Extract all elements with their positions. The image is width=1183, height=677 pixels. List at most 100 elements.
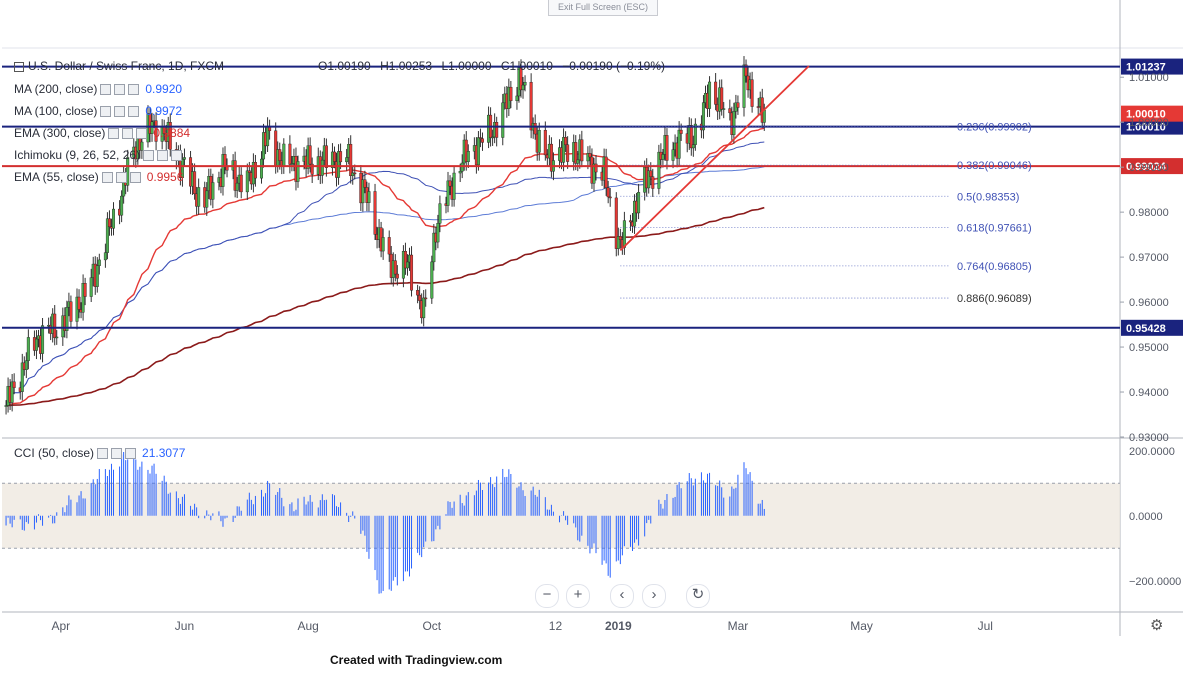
candle (436, 214, 440, 249)
candle-body (41, 325, 45, 354)
eye-icon[interactable] (143, 150, 155, 162)
settings-icon[interactable] (114, 106, 126, 118)
cci-tick-label: 200.0000 (1129, 446, 1175, 458)
indicator-legend-ema55[interactable]: EMA (55, close) 0.9956 (14, 170, 183, 184)
cci-legend[interactable]: CCI (50, close) 21.3077 (14, 446, 185, 460)
candle (349, 135, 353, 184)
fib-level-label: 0.764(0.96805) (957, 261, 1032, 273)
candle-body (564, 137, 568, 145)
eye-icon[interactable] (100, 84, 112, 96)
candle-body (69, 301, 73, 322)
candle-body (647, 170, 651, 189)
candle-body (381, 237, 385, 252)
indicator-legend-ma100[interactable]: MA (100, close) 0.9972 (14, 104, 182, 118)
candle (387, 230, 391, 262)
price-label-text: 0.95428 (1126, 323, 1166, 335)
symbol-title[interactable]: U.S. Dollar / Swiss Franc, 1D, FXCM (28, 59, 225, 73)
candle-body (310, 163, 314, 175)
scroll-left-button[interactable]: ‹ (610, 584, 634, 608)
candle-body (278, 149, 282, 161)
close-icon[interactable] (128, 84, 140, 96)
indicator-legend-ema300[interactable]: EMA (300, close) 0.9884 (14, 126, 190, 140)
candle-body (361, 179, 365, 204)
candle-body (150, 121, 154, 134)
candle (744, 59, 748, 83)
candle (418, 286, 422, 310)
settings-icon[interactable] (157, 150, 169, 162)
time-tick-label: 2019 (605, 619, 632, 633)
candle (395, 265, 399, 286)
candle-body (247, 170, 251, 173)
close-icon[interactable] (129, 172, 141, 184)
candle (509, 80, 513, 109)
candle (77, 289, 81, 319)
candle-body (168, 122, 172, 150)
price-tick-label: 1.01000 (1129, 72, 1169, 84)
eye-icon[interactable] (101, 172, 113, 184)
indicator-legend-ma200[interactable]: MA (200, close) 0.9920 (14, 82, 182, 96)
candle (233, 151, 237, 198)
candle (549, 137, 553, 178)
candle-body (26, 337, 30, 361)
candle-body (290, 163, 294, 165)
close-icon[interactable] (136, 128, 148, 140)
gear-icon[interactable]: ⚙ (1150, 617, 1164, 634)
candle (637, 183, 641, 220)
exit-fullscreen-button[interactable]: Exit Full Screen (ESC) (548, 0, 658, 16)
candle-body (446, 180, 450, 206)
eye-icon[interactable] (108, 128, 120, 140)
time-tick-label: Apr (51, 619, 70, 633)
candle-body (458, 171, 462, 174)
cci-tick-label: 0.0000 (1129, 511, 1163, 523)
indicator-label: Ichimoku (9, 26, 52, 26) (14, 148, 141, 162)
close-icon[interactable] (125, 448, 137, 460)
candle-body (592, 163, 596, 184)
candle-body (728, 108, 732, 114)
candle-body (622, 220, 626, 248)
candle-body (466, 151, 470, 162)
candle-body (405, 261, 409, 269)
candle-body (260, 158, 264, 179)
zoom-in-button[interactable]: + (566, 584, 590, 608)
candle-body (628, 220, 632, 223)
time-tick-label: Jul (978, 619, 993, 633)
candle (53, 305, 57, 346)
indicator-legend-ichimoku[interactable]: Ichimoku (9, 26, 52, 26) (14, 148, 183, 162)
close-icon[interactable] (171, 150, 183, 162)
candle (588, 145, 592, 166)
candle-body (221, 154, 225, 187)
candle-body (337, 151, 341, 178)
candle-body (606, 187, 610, 198)
candle-body (476, 137, 480, 166)
candle (580, 130, 584, 168)
candle-body (105, 218, 109, 253)
candle-body (77, 296, 81, 310)
candle-body (253, 162, 257, 179)
candle (665, 128, 669, 170)
indicator-value: 0.9956 (146, 170, 184, 184)
eye-icon[interactable] (100, 106, 112, 118)
candle (55, 330, 59, 345)
price-tick-label: 0.96000 (1129, 297, 1169, 309)
candle (677, 121, 681, 166)
ema-300-line (6, 206, 765, 407)
settings-icon[interactable] (111, 448, 123, 460)
settings-icon[interactable] (115, 172, 127, 184)
candle-body (501, 102, 505, 138)
candle (4, 400, 8, 415)
candle (448, 175, 452, 196)
settings-icon[interactable] (122, 128, 134, 140)
candle-body (324, 145, 328, 168)
candle (714, 73, 718, 111)
candle-body (744, 64, 748, 77)
candle-body (403, 251, 407, 269)
candle-body (89, 277, 93, 297)
candle (182, 148, 186, 166)
zoom-out-button[interactable]: − (535, 584, 559, 608)
eye-icon[interactable] (97, 448, 109, 460)
collapse-icon[interactable] (14, 61, 24, 72)
close-icon[interactable] (128, 106, 140, 118)
settings-icon[interactable] (114, 84, 126, 96)
scroll-right-button[interactable]: › (642, 584, 666, 608)
reset-chart-button[interactable]: ↻ (686, 584, 710, 608)
